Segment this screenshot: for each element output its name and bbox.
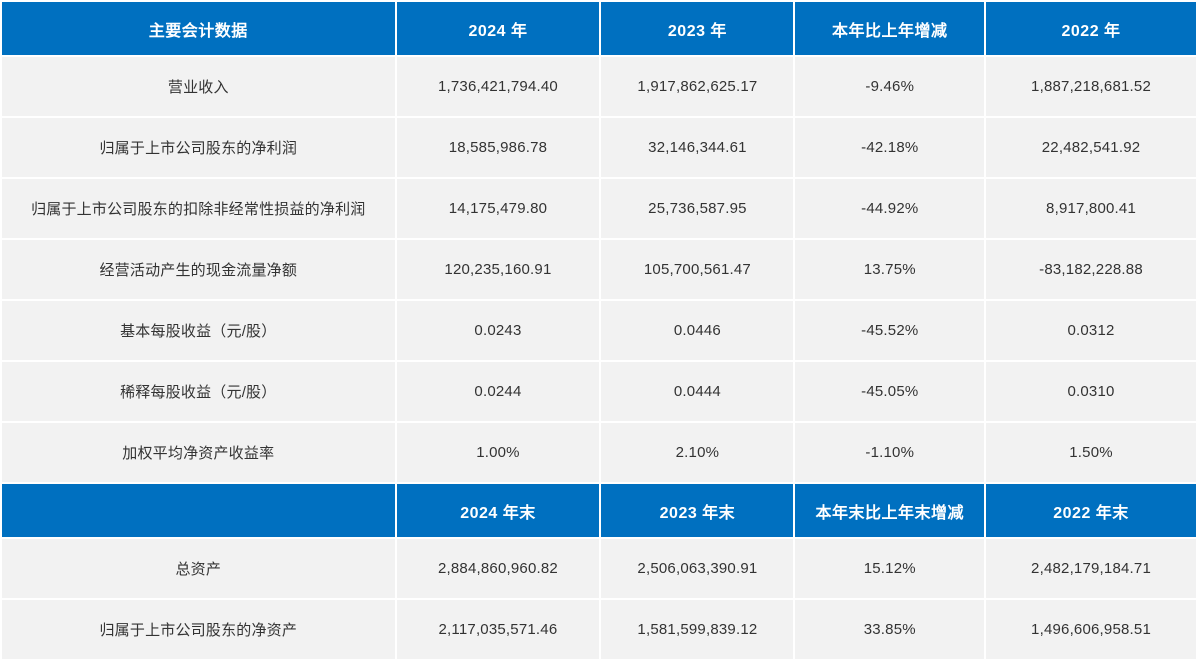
table-row-operating-cash-flow: 经营活动产生的现金流量净额 120,235,160.91 105,700,561… [2, 240, 1196, 299]
row-label: 总资产 [2, 539, 395, 598]
column-header-blank [2, 484, 395, 537]
table-row-diluted-eps: 稀释每股收益（元/股） 0.0244 0.0444 -45.05% 0.0310 [2, 362, 1196, 421]
value-yoy-change: -44.92% [795, 179, 985, 238]
table-row-net-assets: 归属于上市公司股东的净资产 2,117,035,571.46 1,581,599… [2, 600, 1196, 659]
value-2022: -83,182,228.88 [986, 240, 1196, 299]
column-header-2023-yearend: 2023 年末 [601, 484, 794, 537]
value-2024: 2,117,035,571.46 [396, 600, 600, 659]
value-2023: 0.0444 [601, 362, 794, 421]
row-label: 稀释每股收益（元/股） [2, 362, 395, 421]
row-label: 基本每股收益（元/股） [2, 301, 395, 360]
value-2023: 0.0446 [601, 301, 794, 360]
table-row-basic-eps: 基本每股收益（元/股） 0.0243 0.0446 -45.52% 0.0312 [2, 301, 1196, 360]
value-2023: 2.10% [601, 423, 794, 482]
annual-header-row: 主要会计数据 2024 年 2023 年 本年比上年增减 2022 年 [2, 2, 1196, 55]
row-label: 归属于上市公司股东的净利润 [2, 118, 395, 177]
value-2023: 25,736,587.95 [601, 179, 794, 238]
value-2022: 0.0312 [986, 301, 1196, 360]
row-label: 营业收入 [2, 57, 395, 116]
column-header-2022: 2022 年 [986, 2, 1196, 55]
value-2022: 1,887,218,681.52 [986, 57, 1196, 116]
row-label: 加权平均净资产收益率 [2, 423, 395, 482]
value-2023: 32,146,344.61 [601, 118, 794, 177]
value-yoy-change: 33.85% [795, 600, 985, 659]
value-2024: 18,585,986.78 [396, 118, 600, 177]
value-2023: 1,581,599,839.12 [601, 600, 794, 659]
column-header-2024-yearend: 2024 年末 [396, 484, 600, 537]
yearend-header-row: 2024 年末 2023 年末 本年末比上年末增减 2022 年末 [2, 484, 1196, 537]
row-label: 归属于上市公司股东的净资产 [2, 600, 395, 659]
value-2022: 1.50% [986, 423, 1196, 482]
value-2024: 2,884,860,960.82 [396, 539, 600, 598]
column-header-yoy-change: 本年比上年增减 [795, 2, 985, 55]
value-2022: 8,917,800.41 [986, 179, 1196, 238]
value-2024: 1.00% [396, 423, 600, 482]
value-2023: 105,700,561.47 [601, 240, 794, 299]
value-2023: 2,506,063,390.91 [601, 539, 794, 598]
value-2022: 22,482,541.92 [986, 118, 1196, 177]
column-header-yearend-change: 本年末比上年末增减 [795, 484, 985, 537]
value-2023: 1,917,862,625.17 [601, 57, 794, 116]
value-2022: 2,482,179,184.71 [986, 539, 1196, 598]
column-header-2023: 2023 年 [601, 2, 794, 55]
column-header-2022-yearend: 2022 年末 [986, 484, 1196, 537]
value-2024: 0.0244 [396, 362, 600, 421]
table-row-operating-revenue: 营业收入 1,736,421,794.40 1,917,862,625.17 -… [2, 57, 1196, 116]
value-yoy-change: 13.75% [795, 240, 985, 299]
row-label: 归属于上市公司股东的扣除非经常性损益的净利润 [2, 179, 395, 238]
table-row-net-profit-excl-nonrecurring: 归属于上市公司股东的扣除非经常性损益的净利润 14,175,479.80 25,… [2, 179, 1196, 238]
value-yoy-change: -42.18% [795, 118, 985, 177]
value-2024: 1,736,421,794.40 [396, 57, 600, 116]
value-yoy-change: -45.52% [795, 301, 985, 360]
value-2022: 1,496,606,958.51 [986, 600, 1196, 659]
row-label: 经营活动产生的现金流量净额 [2, 240, 395, 299]
table-row-net-profit: 归属于上市公司股东的净利润 18,585,986.78 32,146,344.6… [2, 118, 1196, 177]
value-2024: 14,175,479.80 [396, 179, 600, 238]
value-2024: 0.0243 [396, 301, 600, 360]
value-2022: 0.0310 [986, 362, 1196, 421]
table-row-total-assets: 总资产 2,884,860,960.82 2,506,063,390.91 15… [2, 539, 1196, 598]
column-header-metric: 主要会计数据 [2, 2, 395, 55]
value-yoy-change: -45.05% [795, 362, 985, 421]
value-2024: 120,235,160.91 [396, 240, 600, 299]
value-yoy-change: -1.10% [795, 423, 985, 482]
column-header-2024: 2024 年 [396, 2, 600, 55]
table-row-weighted-avg-roe: 加权平均净资产收益率 1.00% 2.10% -1.10% 1.50% [2, 423, 1196, 482]
value-yoy-change: 15.12% [795, 539, 985, 598]
value-yoy-change: -9.46% [795, 57, 985, 116]
